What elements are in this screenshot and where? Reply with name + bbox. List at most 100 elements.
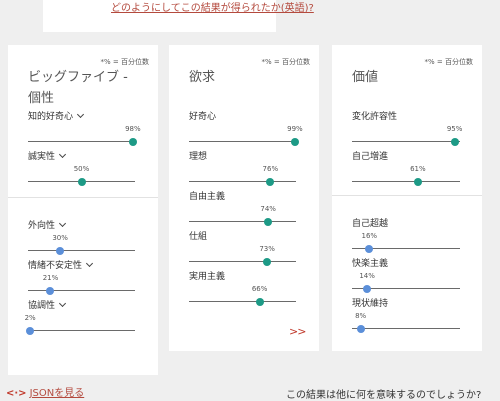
percentile-marker bbox=[128, 137, 137, 146]
json-link-row[interactable]: <·> JSONを見る bbox=[6, 384, 84, 399]
percentile-marker bbox=[255, 297, 264, 306]
percentile-value: 21% bbox=[42, 274, 59, 282]
percentile-marker bbox=[26, 326, 35, 335]
percentile-value: 8% bbox=[355, 312, 367, 320]
chevron-down-icon bbox=[85, 259, 94, 268]
more-needs-link[interactable]: >> bbox=[289, 325, 306, 338]
percentile-track bbox=[28, 246, 135, 255]
trait-row: 仕組 73% bbox=[169, 229, 319, 269]
percentile-marker bbox=[413, 177, 422, 186]
panel-header: *% = 百分位数 欲求 bbox=[169, 45, 319, 109]
percentile-track bbox=[352, 177, 460, 186]
panel-big-five: *% = 百分位数 ビッグファイブ - 個性 知的好奇心 98% 誠実性 50% 外向性… bbox=[8, 45, 158, 375]
chevron-down-icon bbox=[58, 299, 67, 308]
percentile-marker bbox=[77, 177, 86, 186]
trait-label: 仕組 bbox=[189, 229, 207, 242]
top-card: どのようにしてこの結果が得られたか(英語)? bbox=[43, 0, 314, 32]
trait-dropdown[interactable]: 知的好奇心 bbox=[28, 109, 85, 122]
trait-dropdown[interactable]: 誠実性 bbox=[28, 149, 67, 162]
percentile-track bbox=[352, 137, 460, 146]
percentile-value: 73% bbox=[259, 245, 275, 253]
percentile-marker bbox=[363, 284, 372, 293]
percentile-marker bbox=[365, 244, 374, 253]
percentile-track bbox=[352, 284, 460, 293]
trait-dropdown[interactable]: 情緒不安定性 bbox=[28, 258, 94, 271]
panel-needs: *% = 百分位数 欲求 好奇心 99% 理想 76% 自由主義 74% 仕組 73% 実用主義… bbox=[169, 45, 319, 351]
trait-label: 実用主義 bbox=[189, 269, 225, 282]
trait-label-text: 外向性 bbox=[28, 221, 56, 231]
percentile-value: 61% bbox=[410, 165, 426, 173]
percentile-note: *% = 百分位数 bbox=[261, 58, 310, 66]
trait-label-text: 実用主義 bbox=[189, 272, 226, 282]
code-icon: <·> bbox=[6, 388, 27, 399]
panel-title: 欲求 bbox=[189, 70, 216, 85]
trait-row: 誠実性 50% bbox=[8, 149, 158, 189]
trait-label-text: 快楽主義 bbox=[352, 259, 389, 269]
json-link[interactable]: JSONを見る bbox=[29, 388, 85, 399]
percentile-track bbox=[189, 137, 299, 146]
percentile-track bbox=[189, 177, 296, 186]
percentile-marker bbox=[266, 177, 275, 186]
trait-row: 現状維持 8% bbox=[332, 296, 482, 336]
trait-label-text: 情緒不安定性 bbox=[28, 261, 83, 271]
percentile-value: 74% bbox=[260, 205, 276, 213]
trait-label-text: 誠実性 bbox=[28, 152, 56, 162]
percentile-marker bbox=[46, 286, 55, 295]
panel-header: *% = 百分位数 ビッグファイブ - 個性 bbox=[8, 45, 158, 109]
percentile-track bbox=[28, 137, 137, 146]
trait-label-text: 協調性 bbox=[28, 301, 56, 311]
trait-label: 好奇心 bbox=[189, 109, 216, 122]
trait-label-text: 知的好奇心 bbox=[28, 112, 74, 122]
percentile-value: 2% bbox=[24, 314, 36, 322]
trait-label: 自由主義 bbox=[189, 189, 225, 202]
percentile-note: *% = 百分位数 bbox=[100, 58, 149, 66]
percentile-value: 30% bbox=[52, 234, 68, 242]
trait-row: 快楽主義 14% bbox=[332, 256, 482, 296]
trait-row: 理想 76% bbox=[169, 149, 319, 189]
percentile-track bbox=[26, 326, 135, 335]
trait-dropdown[interactable]: 協調性 bbox=[28, 298, 67, 311]
trait-row: 好奇心 99% bbox=[169, 109, 319, 149]
trait-label-text: 自己増進 bbox=[352, 152, 389, 162]
panel-values: *% = 百分位数 価値 変化許容性 95% 自己増進 61% 自己超越 16% 快楽主義 1… bbox=[332, 45, 482, 351]
percentile-note: *% = 百分位数 bbox=[424, 58, 473, 66]
group-separator bbox=[8, 197, 158, 198]
percentile-track bbox=[28, 286, 135, 295]
methodology-link[interactable]: どのようにしてこの結果が得られたか(英語)? bbox=[111, 3, 314, 14]
percentile-marker bbox=[356, 324, 365, 333]
percentile-value: 99% bbox=[287, 125, 303, 133]
percentile-marker bbox=[450, 137, 459, 146]
trait-label-text: 仕組 bbox=[189, 232, 208, 242]
interpretation-question[interactable]: この結果は他に何を意味するのでしょうか? bbox=[286, 390, 482, 401]
trait-row: 自己増進 61% bbox=[332, 149, 482, 189]
percentile-track bbox=[28, 177, 135, 186]
percentile-value: 95% bbox=[446, 125, 463, 133]
percentile-marker bbox=[56, 246, 65, 255]
trait-label: 自己増進 bbox=[352, 149, 388, 162]
trait-label-text: 自己超越 bbox=[352, 219, 389, 229]
trait-label: 変化許容性 bbox=[352, 109, 397, 122]
trait-row: 情緒不安定性 21% bbox=[8, 258, 158, 298]
trait-row: 知的好奇心 98% bbox=[8, 109, 158, 149]
trait-label-text: 現状維持 bbox=[352, 299, 389, 309]
trait-label: 快楽主義 bbox=[352, 256, 388, 269]
percentile-track bbox=[189, 217, 296, 226]
trait-row: 実用主義 66% bbox=[169, 269, 319, 309]
percentile-track bbox=[189, 257, 296, 266]
percentile-value: 76% bbox=[262, 165, 279, 173]
trait-label-text: 自由主義 bbox=[189, 192, 226, 202]
percentile-value: 14% bbox=[359, 272, 375, 280]
trait-label-text: 変化許容性 bbox=[352, 112, 398, 122]
chevron-down-icon bbox=[76, 110, 85, 119]
trait-dropdown[interactable]: 外向性 bbox=[28, 218, 67, 231]
percentile-value: 16% bbox=[361, 232, 378, 240]
percentile-marker bbox=[290, 137, 299, 146]
percentile-value: 50% bbox=[73, 165, 90, 173]
percentile-track bbox=[352, 244, 460, 253]
chevron-down-icon bbox=[58, 219, 67, 228]
trait-label: 現状維持 bbox=[352, 296, 388, 309]
group-separator bbox=[332, 195, 482, 196]
trait-label-text: 好奇心 bbox=[189, 112, 217, 122]
trait-row: 変化許容性 95% bbox=[332, 109, 482, 149]
trait-row: 自己超越 16% bbox=[332, 216, 482, 256]
